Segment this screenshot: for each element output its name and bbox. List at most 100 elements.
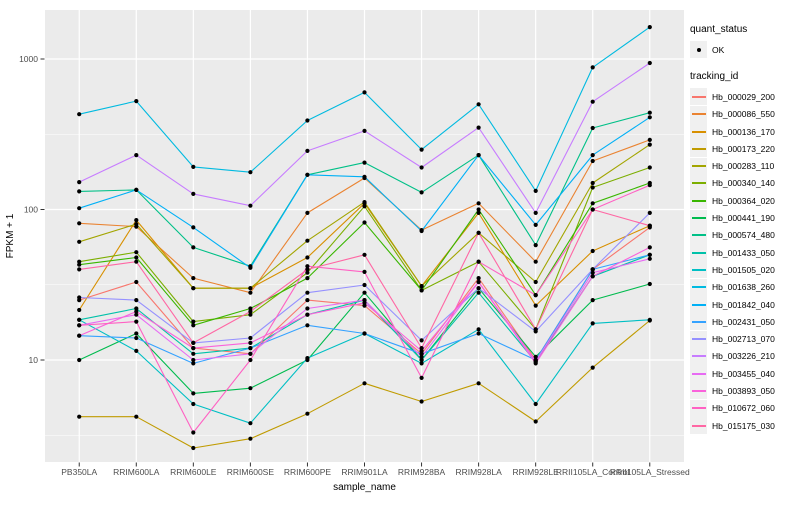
data-point [77, 180, 82, 185]
data-point [590, 125, 595, 131]
data-point [248, 309, 253, 314]
data-point [476, 259, 481, 264]
data-point [476, 201, 481, 206]
data-point [647, 317, 652, 322]
legend-key [690, 330, 707, 348]
data-point [134, 153, 139, 158]
data-point [305, 312, 310, 317]
legend-item-label: OK [712, 44, 725, 55]
series-line-swatch-icon [691, 268, 706, 271]
data-point [77, 295, 82, 300]
data-point [191, 164, 196, 169]
data-point [248, 357, 253, 363]
data-point [419, 338, 424, 343]
data-point [77, 323, 82, 328]
y-axis-title: FPKM + 1 [5, 213, 16, 258]
data-point [476, 381, 481, 386]
legend-item-label: Hb_000086_550 [712, 109, 775, 120]
legend-key [690, 296, 707, 313]
data-point [134, 259, 139, 264]
data-point [305, 290, 310, 295]
data-point [248, 346, 253, 351]
data-point [419, 354, 424, 359]
data-point [476, 290, 481, 295]
data-point [476, 331, 481, 336]
data-point [476, 230, 481, 235]
legend-item-label: Hb_001505_020 [712, 264, 775, 275]
data-point [248, 170, 253, 175]
data-point [590, 267, 595, 272]
legend-item-label: Hb_001433_050 [712, 247, 775, 258]
data-point [647, 137, 652, 142]
data-point [77, 239, 82, 244]
data-point [305, 118, 310, 123]
data-point [533, 303, 538, 308]
data-point [248, 306, 253, 311]
data-point [134, 335, 139, 341]
legend-item-Hb_001433_050: Hb_001433_050 [690, 244, 800, 262]
data-point [77, 259, 82, 264]
data-point [191, 351, 196, 356]
data-point [134, 348, 139, 353]
data-point [248, 421, 253, 426]
data-point [248, 203, 253, 208]
legend-item-Hb_002713_070: Hb_002713_070 [690, 330, 800, 348]
data-point [362, 282, 367, 288]
data-point [362, 200, 367, 205]
x-axis-title: sample_name [333, 482, 396, 493]
data-point [533, 327, 538, 332]
data-point [134, 255, 139, 260]
legend-item-Hb_000029_200: Hb_000029_200 [690, 88, 800, 106]
data-point [134, 414, 139, 419]
legend-item-label: Hb_000441_190 [712, 213, 775, 224]
data-point [590, 207, 595, 212]
data-point [191, 286, 196, 291]
x-tick-label: RRIM600SE [227, 467, 275, 477]
data-point [647, 60, 652, 66]
data-point [590, 248, 595, 254]
legend-item-label: Hb_000283_110 [712, 161, 775, 172]
x-tick-label: RRIM928LE [513, 467, 560, 477]
data-point [305, 148, 310, 153]
legend-item-Hb_000283_110: Hb_000283_110 [690, 157, 800, 175]
data-point [590, 270, 595, 275]
data-point [647, 256, 652, 261]
legend-item-label: Hb_000574_480 [712, 230, 775, 241]
legend-item-label: Hb_010672_060 [712, 403, 775, 414]
legend-title-quant-status: quant_status [690, 24, 748, 35]
data-point [419, 346, 424, 351]
data-point [305, 264, 310, 269]
legend-key [690, 244, 707, 262]
data-point [305, 323, 310, 328]
x-tick-label: RRII105LA_Stressed [610, 467, 690, 477]
data-point [134, 319, 139, 324]
data-point [77, 262, 82, 267]
data-point [533, 222, 538, 227]
series-line-swatch-icon [691, 424, 706, 427]
data-point [362, 160, 367, 165]
data-point [134, 187, 139, 192]
data-point [590, 185, 595, 190]
data-point [305, 276, 310, 281]
data-point [590, 321, 595, 326]
legend-key [690, 140, 707, 158]
data-point [590, 99, 595, 104]
data-point [419, 375, 424, 380]
data-point [647, 110, 652, 115]
data-point [590, 153, 595, 158]
series-line-swatch-icon [691, 95, 706, 98]
data-point [134, 312, 139, 317]
data-point [476, 286, 481, 291]
legend-item-label: Hb_001638_260 [712, 282, 775, 293]
legend-item-label: Hb_002431_050 [712, 316, 775, 327]
legend-item-label: Hb_000029_200 [712, 91, 775, 102]
data-point [248, 265, 253, 270]
data-point [77, 112, 82, 117]
data-point [134, 222, 139, 227]
data-point [134, 331, 139, 336]
series-line-swatch-icon [691, 372, 706, 375]
legend-key [690, 123, 707, 141]
legend-item-label: Hb_000136_170 [712, 126, 775, 137]
series-line-swatch-icon [691, 217, 706, 220]
legend-item-Hb_000086_550: Hb_000086_550 [690, 105, 800, 123]
